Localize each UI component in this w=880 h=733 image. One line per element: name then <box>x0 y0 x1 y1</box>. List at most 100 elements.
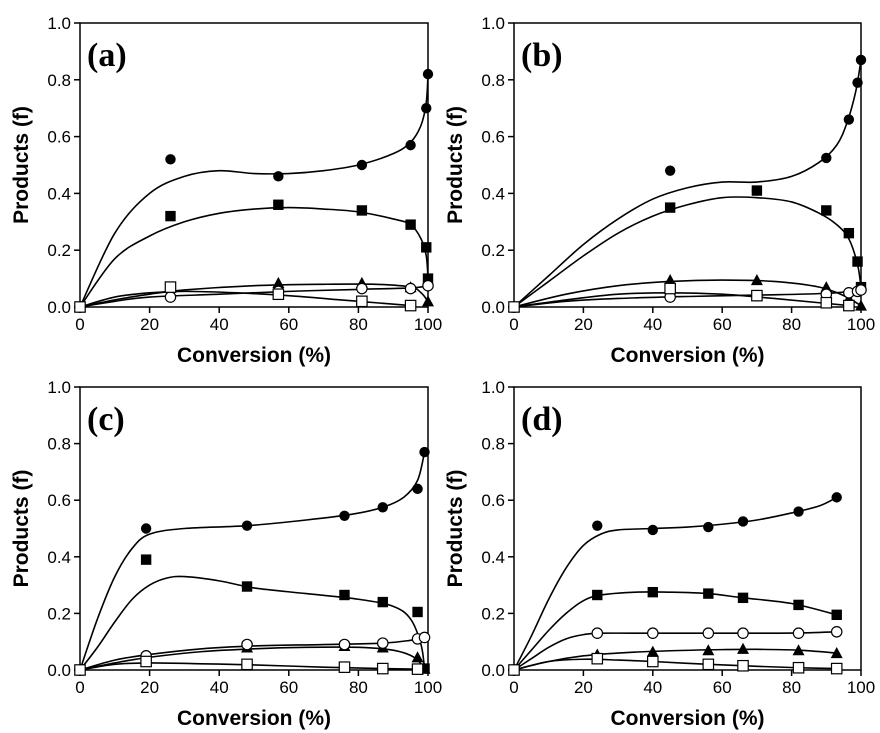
y-tick-label: 0.2 <box>47 241 71 260</box>
filled-circle-marker <box>647 524 658 536</box>
chart-panel-a: 0.0 0.2 0.4 0.6 0.8 1.0 0 20 40 60 80 100 Conversion… <box>10 14 442 367</box>
x-tick-label: 100 <box>847 315 875 334</box>
plot-area-frame <box>513 22 862 308</box>
x-tick-label: 0 <box>509 678 518 697</box>
x-tick-label: 80 <box>782 678 801 697</box>
filled-circle-marker <box>831 492 842 503</box>
filled-circle-fit-curve <box>513 59 862 308</box>
y-tick-label: 0.4 <box>47 184 71 203</box>
filled-triangle-marker <box>792 644 805 656</box>
x-tick-label: 20 <box>140 678 159 697</box>
x-tick-label: 20 <box>140 315 159 334</box>
open-square-marker <box>338 661 351 673</box>
open-square-marker <box>241 658 253 671</box>
open-circle-marker <box>646 627 659 640</box>
filled-triangle-marker <box>737 642 749 654</box>
open-circle-marker <box>792 627 805 640</box>
filled-triangle-marker <box>664 274 677 286</box>
x-axis-title: Conversion (%) <box>610 707 764 730</box>
open-square-marker <box>74 664 86 676</box>
y-tick-label: 0.2 <box>481 241 505 260</box>
chart-panel-d: 0.0 0.2 0.4 0.6 0.8 1.0 0 20 40 60 80 100 Conversion… <box>444 378 875 730</box>
filled-square-marker <box>165 210 176 222</box>
filled-circle-marker <box>821 152 832 164</box>
plot-area-frame <box>79 386 429 671</box>
filled-circle-marker <box>412 483 423 495</box>
x-axis-title: Conversion (%) <box>177 344 331 367</box>
filled-circle-fit-curve <box>513 496 838 671</box>
y-tick-label: 0.6 <box>47 128 71 147</box>
filled-square-fit-curve <box>79 575 426 671</box>
y-tick-label: 0.0 <box>481 298 505 317</box>
open-square-marker <box>272 288 285 301</box>
open-square-marker <box>646 655 659 668</box>
x-tick-label: 40 <box>210 315 229 334</box>
filled-triangle-marker <box>702 644 715 656</box>
y-tick-label: 0.2 <box>47 604 71 623</box>
open-square-marker <box>737 659 749 672</box>
y-tick-label: 1.0 <box>47 378 71 397</box>
filled-circle-marker <box>273 171 284 182</box>
open-square-marker <box>411 663 424 675</box>
open-square-marker <box>508 301 520 313</box>
x-tick-label: 0 <box>75 678 84 697</box>
open-square-marker <box>702 658 715 671</box>
filled-square-marker <box>377 596 388 608</box>
filled-circle-marker <box>405 139 416 151</box>
filled-circle-marker <box>421 103 432 114</box>
panel-label: (a) <box>87 37 127 74</box>
x-tick-label: 100 <box>847 678 875 697</box>
open-square-marker <box>140 655 152 668</box>
filled-square-marker <box>737 592 749 604</box>
open-circle-marker <box>418 631 431 644</box>
filled-square-marker <box>647 586 658 598</box>
filled-circle-marker <box>165 154 176 165</box>
x-tick-label: 80 <box>349 315 368 334</box>
filled-triangle-marker <box>422 295 434 307</box>
filled-square-marker <box>356 205 368 216</box>
filled-square-marker <box>421 242 432 253</box>
open-circle-marker <box>356 282 368 295</box>
filled-circle-marker <box>419 446 430 458</box>
filled-circle-marker <box>592 520 603 531</box>
y-tick-label: 0.8 <box>481 71 505 90</box>
filled-triangle-marker <box>646 645 659 657</box>
x-tick-label: 20 <box>574 678 593 697</box>
filled-circle-marker <box>241 520 253 531</box>
filled-circle-marker <box>703 521 714 533</box>
open-circle-marker <box>702 627 715 640</box>
y-tick-label: 0.4 <box>481 184 505 203</box>
filled-square-marker <box>852 256 863 267</box>
filled-triangle-marker <box>411 651 424 663</box>
filled-circle-marker <box>737 516 749 527</box>
filled-square-marker <box>843 227 855 239</box>
x-tick-label: 20 <box>574 315 593 334</box>
filled-square-marker <box>412 606 423 618</box>
y-tick-label: 0.2 <box>481 604 505 623</box>
x-tick-label: 100 <box>414 315 442 334</box>
filled-square-marker <box>405 219 416 230</box>
filled-circle-marker <box>339 510 350 521</box>
y-tick-label: 0.8 <box>47 435 71 454</box>
filled-square-marker <box>821 205 832 216</box>
open-square-marker <box>843 299 855 312</box>
filled-circle-marker <box>843 114 855 125</box>
x-tick-label: 40 <box>210 678 229 697</box>
x-tick-label: 100 <box>414 678 442 697</box>
filled-circle-marker <box>356 159 368 171</box>
y-tick-label: 0.4 <box>481 548 505 567</box>
y-axis-title: Products (f) <box>444 106 467 224</box>
panel-label: (c) <box>87 401 125 438</box>
filled-square-marker <box>422 273 434 284</box>
filled-square-marker <box>793 599 804 611</box>
filled-square-marker <box>592 589 603 601</box>
filled-square-marker <box>831 609 842 621</box>
y-tick-label: 0.6 <box>47 491 71 510</box>
x-tick-label: 80 <box>349 678 368 697</box>
filled-square-marker <box>751 185 763 196</box>
open-circle-marker <box>591 627 604 640</box>
filled-square-marker <box>241 581 253 592</box>
open-square-marker <box>164 281 177 293</box>
open-square-marker <box>820 296 833 309</box>
